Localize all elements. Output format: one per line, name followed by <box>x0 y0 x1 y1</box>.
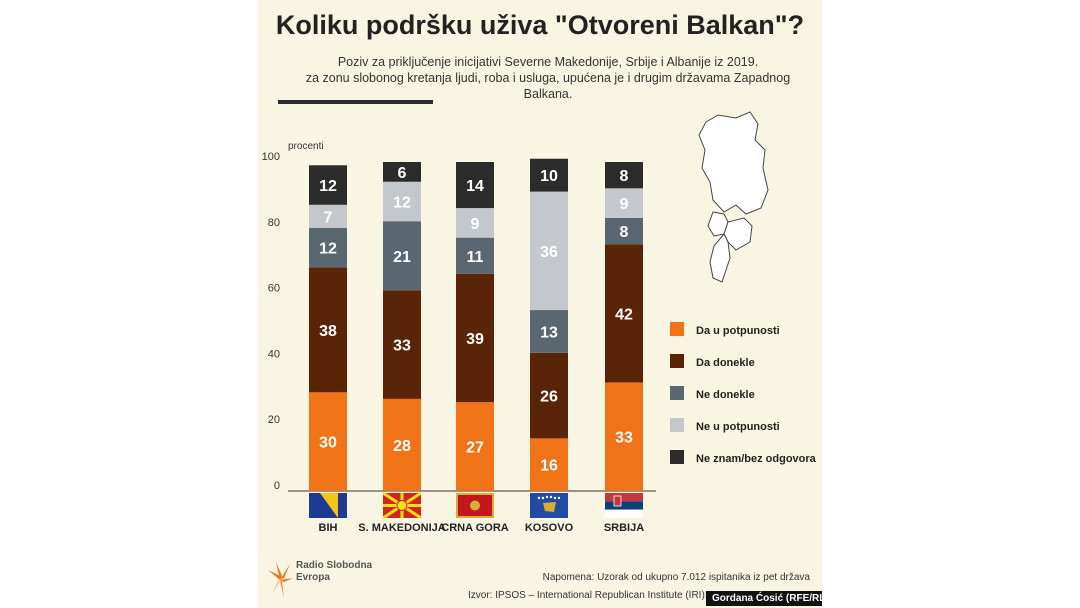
bar-segment <box>456 237 494 274</box>
flags <box>309 491 643 520</box>
bar-segment <box>309 392 347 491</box>
subtitle-line-1: Poziv za priključenje inicijativi Severn… <box>337 55 759 69</box>
bar-segment <box>530 191 568 311</box>
data-label: 27 <box>466 440 484 457</box>
data-label: 7 <box>324 209 333 226</box>
data-label: 39 <box>466 331 484 348</box>
legend-label: Da u potpunosti <box>696 325 780 337</box>
data-label: 33 <box>393 338 411 355</box>
sunburst-logo-icon <box>268 562 293 598</box>
data-label: 13 <box>540 324 558 341</box>
y-tick-label: 20 <box>268 414 280 426</box>
flag-serbia-icon <box>605 493 643 518</box>
bar-segment <box>605 162 643 189</box>
data-label: 30 <box>319 435 337 452</box>
data-label: 11 <box>467 249 484 266</box>
data-label: 33 <box>615 430 633 447</box>
category-label: SRBIJA <box>604 522 644 534</box>
legend-label: Da donekle <box>696 357 755 369</box>
category-label: CRNA GORA <box>441 522 508 534</box>
title-divider <box>278 100 433 104</box>
data-label: 9 <box>620 196 629 213</box>
data-label: 14 <box>466 178 484 195</box>
chart-title: Koliku podršku uživa "Otvoreni Balkan"? <box>275 10 805 40</box>
legend: Da u potpunosti Da donekle Ne donekle Ne u … <box>670 322 817 465</box>
legend-label: Ne donekle <box>696 389 755 401</box>
y-tick-label: 80 <box>268 217 280 229</box>
stacked-bar-chart: procenti 0 20 40 60 80 100 30 38 12 7 12 BIH 28 33 21 1… <box>262 111 817 534</box>
data-label: 42 <box>615 306 633 323</box>
bar-segment <box>530 158 568 192</box>
flag-kosovo-icon <box>530 493 568 518</box>
category-label: S. MAKEDONIJA <box>358 522 445 534</box>
logo-text: Radio Slobodna Evropa <box>296 560 373 583</box>
flag-bih-icon <box>309 493 347 518</box>
bar-segment <box>383 290 421 399</box>
bar-segment <box>309 267 347 393</box>
bar-segment <box>456 162 494 209</box>
bar-segment <box>530 310 568 353</box>
bar-segment <box>605 244 643 383</box>
y-tick-label: 60 <box>268 283 280 295</box>
bar-segment <box>605 217 643 245</box>
bar-segment <box>309 227 347 268</box>
category-label: BIH <box>319 522 338 534</box>
legend-label: Ne u potpunosti <box>696 421 780 433</box>
bar-segment <box>383 181 421 222</box>
y-axis: procenti 0 20 40 60 80 100 <box>262 141 656 492</box>
infographic-card: Koliku podršku uživa "Otvoreni Balkan"? … <box>258 0 822 608</box>
bars: 30 38 12 7 12 BIH 28 33 21 12 6 S. MAKEDONIJA 27 39 11… <box>309 158 644 534</box>
bar-segment <box>605 382 643 491</box>
data-label: 38 <box>319 323 337 340</box>
subtitle-line-2: za zonu slobonog kretanja ljudi, roba i … <box>305 71 791 101</box>
bar-segment <box>456 273 494 403</box>
legend-swatch <box>670 418 684 432</box>
bar-segment <box>383 398 421 491</box>
flag-montenegro-icon <box>456 493 494 518</box>
legend-swatch <box>670 386 684 400</box>
bar-segment <box>309 204 347 228</box>
data-label: 6 <box>398 165 407 182</box>
chart-subtitle: Poziv za priključenje inicijativi Severn… <box>298 54 798 102</box>
category-label: KOSOVO <box>525 522 574 534</box>
rferl-logo: Radio Slobodna Evropa <box>266 560 376 600</box>
data-label: 8 <box>620 224 629 241</box>
data-label: 16 <box>540 458 558 475</box>
y-tick-label: 0 <box>274 480 280 492</box>
data-label: 28 <box>393 438 411 455</box>
bar-segment <box>383 162 421 182</box>
bar-segment <box>530 352 568 439</box>
source-text: Izvor: IPSOS – International Republican … <box>468 590 719 601</box>
bar-segment <box>530 438 568 491</box>
data-label: 36 <box>540 244 558 261</box>
bar-segment <box>309 165 347 205</box>
legend-swatch <box>670 354 684 368</box>
data-label: 10 <box>540 168 558 185</box>
author-credit: Gordana Ćosić (RFE/RL) <box>706 591 822 606</box>
data-label: 12 <box>319 241 337 258</box>
legend-swatch <box>670 322 684 336</box>
data-label: 21 <box>393 249 411 266</box>
flag-north-macedonia-icon <box>382 491 422 520</box>
y-axis-label: procenti <box>288 141 324 152</box>
sample-note: Napomena: Uzorak od ukupno 7.012 ispitan… <box>542 572 810 583</box>
data-label: 26 <box>540 389 558 406</box>
legend-swatch <box>670 450 684 464</box>
bar-segment <box>383 221 421 291</box>
data-label: 9 <box>471 216 480 233</box>
data-label: 12 <box>393 194 411 211</box>
balkan-map-icon <box>698 111 769 283</box>
bar-segment <box>605 188 643 218</box>
y-tick-label: 40 <box>268 348 280 360</box>
bar-segment <box>456 208 494 238</box>
legend-label: Ne znam/bez odgovora <box>696 453 817 465</box>
data-label: 12 <box>319 178 337 195</box>
y-tick-label: 100 <box>262 151 280 163</box>
bar-segment <box>456 402 494 491</box>
data-label: 8 <box>620 168 629 185</box>
